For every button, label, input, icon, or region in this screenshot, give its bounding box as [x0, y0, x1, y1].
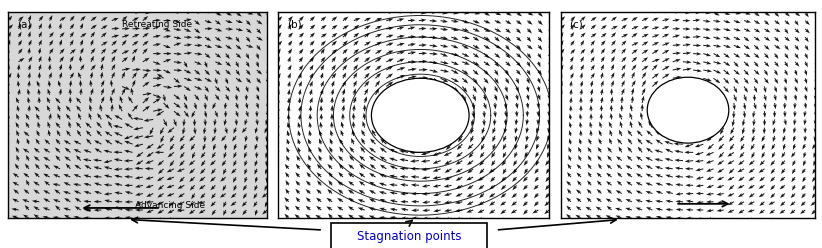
Text: Retreating Side: Retreating Side	[122, 20, 192, 29]
Text: Advancing Side: Advancing Side	[135, 201, 206, 210]
Text: (b): (b)	[288, 20, 302, 30]
Text: (a): (a)	[17, 20, 32, 30]
Text: (c): (c)	[570, 20, 584, 30]
Circle shape	[647, 77, 729, 143]
Text: Stagnation points: Stagnation points	[357, 230, 462, 243]
Circle shape	[372, 78, 469, 152]
